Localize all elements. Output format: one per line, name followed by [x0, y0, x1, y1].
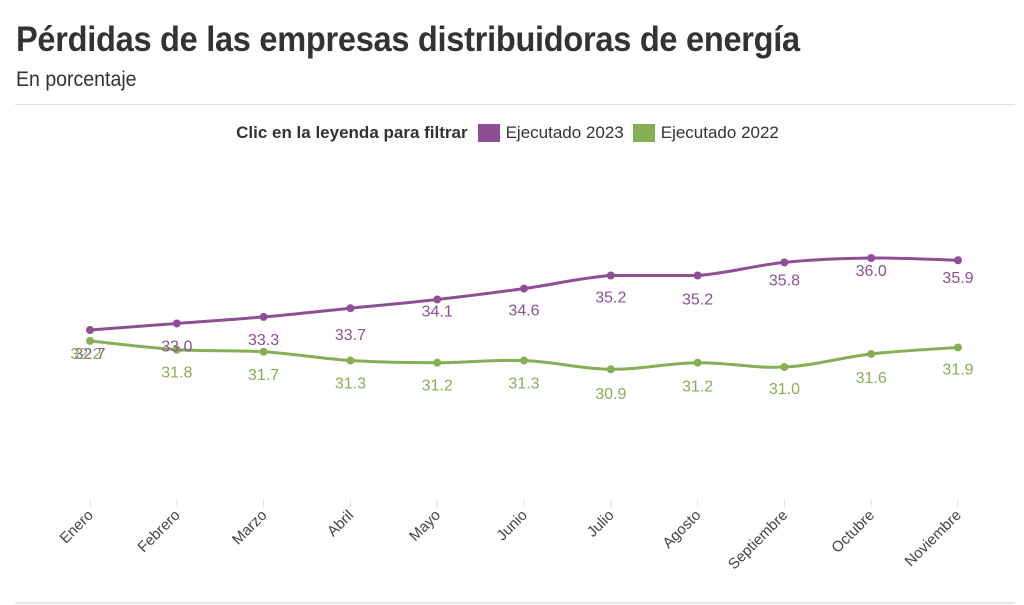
data-point[interactable] [86, 326, 94, 334]
data-label: 33.3 [248, 332, 279, 349]
legend-label-2022: Ejecutado 2022 [660, 123, 779, 142]
x-tick-label: Julio [584, 507, 618, 541]
x-tick-label: Septiembre [725, 507, 791, 573]
x-tick-label: Marzo [229, 507, 270, 548]
x-tick-label: Febrero [134, 507, 183, 556]
data-label: 35.9 [942, 270, 973, 287]
data-label: 31.3 [508, 376, 539, 393]
footer-divider [15, 602, 1015, 604]
data-point[interactable] [780, 258, 789, 267]
data-point[interactable] [954, 256, 962, 265]
data-label: 34.1 [422, 303, 453, 320]
data-label: 31.9 [942, 361, 973, 378]
data-label: 35.2 [595, 290, 626, 307]
chart-subtitle: En porcentaje [16, 68, 137, 91]
data-point[interactable] [433, 358, 442, 367]
data-point[interactable] [346, 356, 355, 365]
data-point[interactable] [346, 304, 355, 313]
data-labels: 32.7 33.0 33.3 33.7 34.1 34.6 35.2 35.2 35.8 36.0… [70, 263, 973, 403]
x-tick-label: Octubre [828, 507, 878, 557]
data-label: 36.0 [856, 263, 887, 280]
data-point[interactable] [520, 284, 528, 293]
data-label: 35.2 [682, 292, 713, 309]
data-label: 31.8 [161, 365, 192, 382]
x-tick-label: Mayo [406, 507, 444, 545]
data-label: 33.7 [335, 327, 366, 344]
legend: Clic en la leyenda para filtrar Ejecutad… [0, 123, 1024, 143]
data-label: 34.6 [508, 303, 539, 320]
legend-label-2023: Ejecutado 2023 [505, 123, 624, 142]
data-point[interactable] [172, 345, 181, 354]
data-label: 31.0 [769, 381, 800, 398]
chart-title: Pérdidas de las empresas distribuidoras … [16, 20, 800, 59]
legend-swatch-2022 [632, 124, 655, 142]
header-divider [15, 104, 1015, 105]
data-point[interactable] [259, 312, 268, 321]
data-label: 33.0 [161, 338, 192, 355]
x-axis: Enero Febrero Marzo Abril Mayo Junio Julio Agos… [57, 500, 965, 573]
data-point[interactable] [867, 254, 876, 263]
data-point[interactable] [693, 358, 702, 367]
data-point[interactable] [259, 347, 268, 356]
data-point[interactable] [606, 365, 615, 374]
x-tick-label: Abril [324, 507, 357, 540]
data-point[interactable] [86, 336, 94, 345]
legend-item-2022[interactable]: Ejecutado 2022 [632, 123, 779, 143]
data-point[interactable] [780, 363, 789, 372]
data-point[interactable] [606, 271, 615, 280]
data-label: 35.8 [769, 272, 800, 289]
data-point[interactable] [693, 271, 702, 280]
x-tick-label: Agosto [659, 507, 704, 552]
data-point[interactable] [520, 356, 528, 365]
x-tick-label: Junio [493, 507, 530, 544]
legend-item-2023[interactable]: Ejecutado 2023 [477, 123, 624, 143]
data-label: 31.2 [682, 379, 713, 396]
data-label: 30.9 [595, 386, 626, 403]
x-tick-label: Noviembre [902, 507, 965, 570]
series-points [86, 254, 962, 374]
data-point[interactable] [954, 343, 962, 352]
data-point[interactable] [172, 319, 181, 328]
data-point[interactable] [433, 295, 442, 304]
data-label: 31.2 [422, 378, 453, 395]
data-label: 31.6 [856, 370, 887, 387]
data-label: 32.7 [74, 346, 105, 363]
data-point[interactable] [867, 349, 876, 358]
legend-swatch-2023 [477, 124, 500, 142]
data-label: 31.7 [248, 367, 279, 384]
data-label: 32.2 [70, 346, 101, 363]
data-label: 31.3 [335, 376, 366, 393]
legend-title: Clic en la leyenda para filtrar [236, 123, 468, 142]
series-line-ejecutado-2022[interactable] [88, 339, 960, 371]
x-tick-label: Enero [57, 507, 97, 547]
